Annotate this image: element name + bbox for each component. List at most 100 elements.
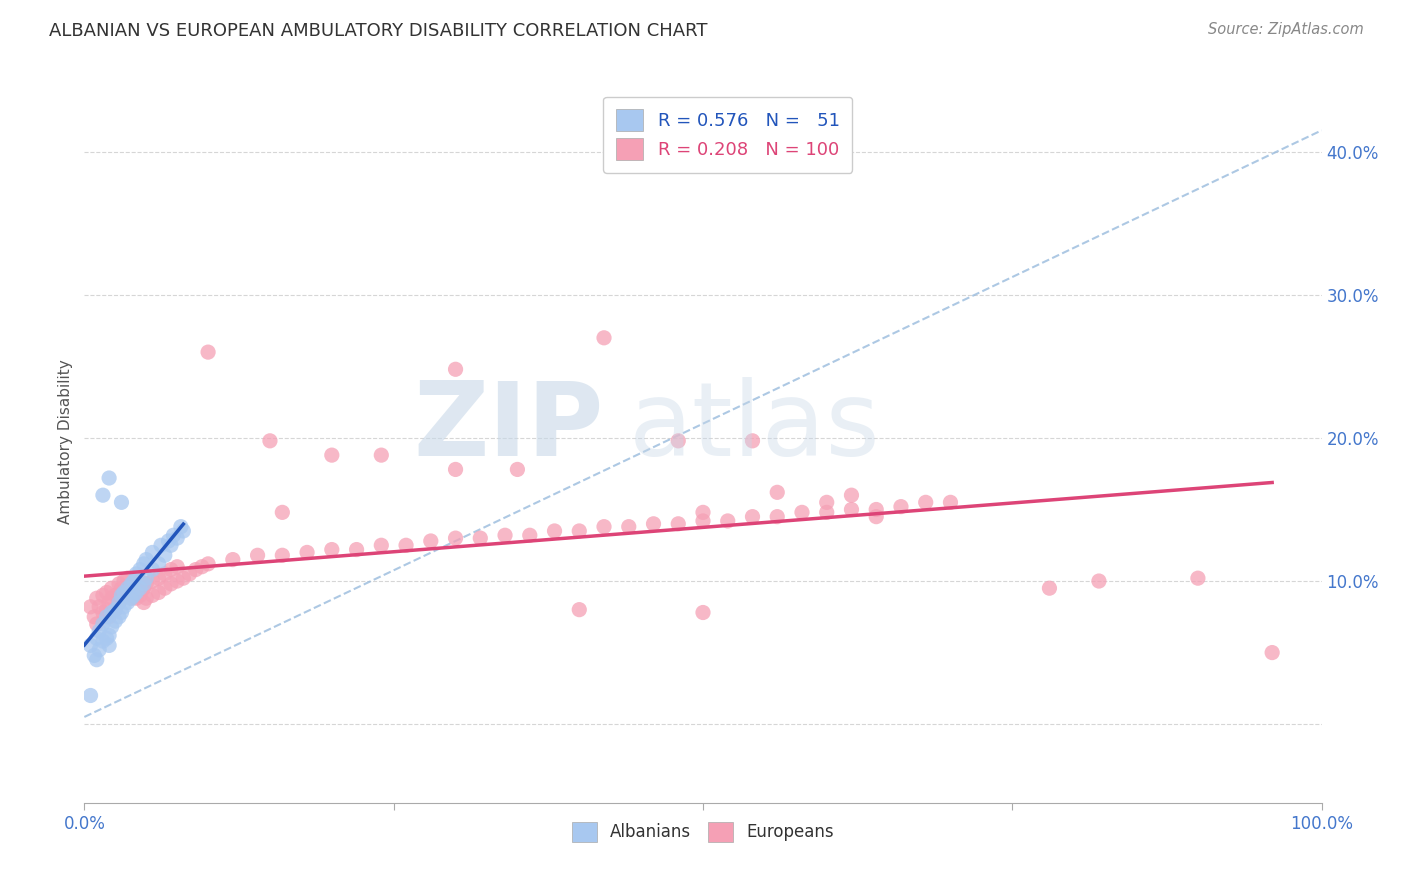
Point: [543, 524, 565, 538]
Point: [593, 331, 616, 345]
Point: [108, 595, 131, 609]
Point: [98, 609, 121, 624]
Point: [166, 574, 188, 588]
Point: [160, 538, 183, 552]
Point: [100, 606, 122, 620]
Point: [96, 632, 118, 646]
Point: [179, 566, 201, 581]
Point: [89, 642, 111, 657]
Point: [86, 591, 108, 606]
Point: [160, 563, 183, 577]
Point: [692, 505, 714, 519]
Point: [470, 531, 492, 545]
Point: [104, 602, 127, 616]
Point: [104, 602, 127, 616]
Point: [271, 549, 294, 563]
Point: [108, 577, 131, 591]
Point: [135, 577, 157, 591]
Point: [120, 577, 142, 591]
Y-axis label: Ambulatory Disability: Ambulatory Disability: [58, 359, 73, 524]
Point: [444, 462, 467, 476]
Point: [741, 509, 763, 524]
Point: [197, 345, 219, 359]
Point: [108, 609, 131, 624]
Point: [166, 559, 188, 574]
Point: [100, 620, 122, 634]
Point: [172, 571, 194, 585]
Text: Source: ZipAtlas.com: Source: ZipAtlas.com: [1208, 22, 1364, 37]
Point: [321, 542, 343, 557]
Text: ZIP: ZIP: [413, 376, 605, 477]
Point: [914, 495, 936, 509]
Point: [100, 591, 122, 606]
Point: [153, 549, 176, 563]
Point: [89, 624, 111, 639]
Point: [197, 557, 219, 571]
Point: [865, 502, 887, 516]
Point: [125, 585, 148, 599]
Point: [122, 588, 145, 602]
Point: [120, 591, 142, 606]
Point: [939, 495, 962, 509]
Point: [98, 628, 121, 642]
Point: [112, 574, 135, 588]
Point: [98, 471, 121, 485]
Point: [112, 585, 135, 599]
Point: [166, 531, 188, 545]
Point: [132, 581, 155, 595]
Point: [717, 514, 740, 528]
Point: [100, 581, 122, 595]
Point: [117, 571, 139, 585]
Point: [98, 639, 121, 653]
Point: [506, 462, 529, 476]
Point: [643, 516, 665, 531]
Point: [153, 581, 176, 595]
Point: [83, 609, 105, 624]
Point: [148, 585, 170, 599]
Point: [494, 528, 516, 542]
Point: [160, 577, 183, 591]
Point: [91, 606, 114, 620]
Point: [141, 563, 163, 577]
Point: [184, 563, 207, 577]
Point: [135, 591, 157, 606]
Legend: Albanians, Europeans: Albanians, Europeans: [565, 815, 841, 848]
Point: [86, 653, 108, 667]
Point: [120, 591, 142, 606]
Point: [108, 595, 131, 609]
Point: [110, 606, 132, 620]
Point: [321, 448, 343, 462]
Point: [120, 581, 142, 595]
Point: [692, 606, 714, 620]
Point: [132, 577, 155, 591]
Point: [91, 588, 114, 602]
Point: [568, 602, 591, 616]
Point: [271, 505, 294, 519]
Point: [419, 533, 441, 548]
Point: [86, 617, 108, 632]
Point: [83, 648, 105, 663]
Point: [346, 542, 368, 557]
Point: [444, 531, 467, 545]
Point: [91, 634, 114, 648]
Point: [79, 599, 101, 614]
Point: [79, 639, 101, 653]
Point: [112, 588, 135, 602]
Point: [122, 574, 145, 588]
Point: [135, 552, 157, 566]
Point: [841, 502, 863, 516]
Point: [766, 485, 789, 500]
Point: [890, 500, 912, 514]
Point: [117, 581, 139, 595]
Point: [141, 545, 163, 559]
Point: [593, 519, 616, 533]
Point: [170, 519, 193, 533]
Point: [110, 588, 132, 602]
Point: [117, 585, 139, 599]
Point: [841, 488, 863, 502]
Point: [96, 609, 118, 624]
Point: [148, 571, 170, 585]
Point: [79, 689, 101, 703]
Point: [865, 509, 887, 524]
Point: [141, 574, 163, 588]
